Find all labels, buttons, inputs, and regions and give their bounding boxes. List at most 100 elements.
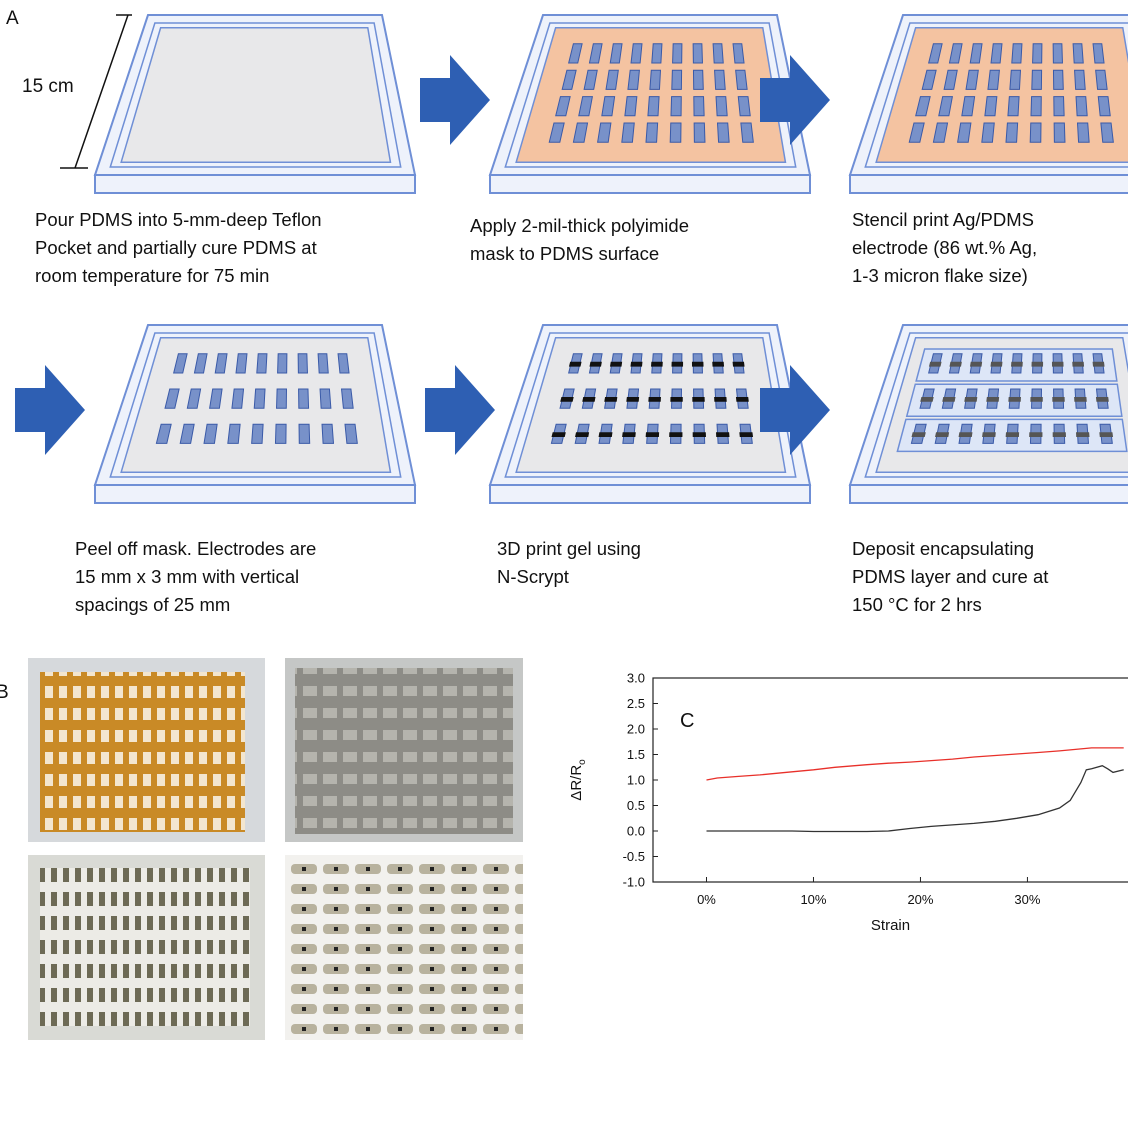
- step-caption: room temperature for 75 min: [35, 265, 269, 286]
- tray: [850, 15, 1128, 193]
- tray-side: [490, 175, 810, 193]
- y-tick-label: 1.0: [627, 773, 645, 788]
- gel: [736, 397, 749, 402]
- electrode: [673, 44, 682, 63]
- x-axis-label: Strain: [871, 917, 910, 934]
- gel: [935, 432, 949, 437]
- y-axis-label: ΔR/Ro: [568, 759, 588, 801]
- gel: [1093, 362, 1105, 367]
- tray-side: [850, 175, 1128, 193]
- electrode: [1054, 123, 1065, 142]
- gel: [589, 362, 601, 367]
- gel: [560, 397, 573, 402]
- electrode: [1030, 123, 1041, 142]
- step-caption: N-Scrypt: [497, 566, 569, 587]
- gel: [669, 432, 682, 437]
- electrode: [320, 389, 331, 408]
- electrode: [254, 389, 265, 408]
- gel: [1072, 362, 1084, 367]
- gel: [1096, 397, 1109, 402]
- electrode: [985, 97, 997, 116]
- gel: [929, 362, 942, 367]
- electrode: [1098, 97, 1110, 116]
- step-caption: Pocket and partially cure PDMS at: [35, 237, 317, 258]
- electrode: [693, 44, 702, 63]
- electrode: [298, 354, 307, 373]
- electrode: [277, 389, 287, 408]
- electrode: [631, 44, 642, 63]
- series-line: [707, 748, 1124, 780]
- electrode: [713, 44, 723, 63]
- gel: [733, 362, 745, 367]
- figure: A 15 cm Pour PDMS into 5-mm-deep TeflonP…: [0, 0, 1128, 1138]
- step-caption: 1-3 micron flake size): [852, 265, 1028, 286]
- electrode: [988, 70, 999, 89]
- gel: [949, 362, 961, 367]
- step-caption: 15 mm x 3 mm with vertical: [75, 566, 299, 587]
- gel: [1011, 362, 1023, 367]
- step-caption: PDMS layer and cure at: [852, 566, 1048, 587]
- electrode: [670, 123, 681, 142]
- gel: [626, 397, 639, 402]
- gel: [1029, 432, 1042, 437]
- gel: [920, 397, 933, 402]
- gel: [552, 432, 566, 437]
- electrode: [1033, 44, 1042, 63]
- gel: [1076, 432, 1089, 437]
- gel: [693, 432, 706, 437]
- electrode: [1076, 97, 1087, 116]
- electrode: [1053, 70, 1063, 89]
- panel-label: B: [0, 682, 9, 703]
- electrode: [693, 70, 703, 89]
- gel: [670, 397, 682, 402]
- gel: [1052, 397, 1064, 402]
- electrode: [991, 44, 1002, 63]
- gel: [569, 362, 582, 367]
- gel: [912, 432, 926, 437]
- y-tick-label: 1.5: [627, 747, 645, 762]
- gel: [622, 432, 636, 437]
- electrode: [345, 424, 357, 443]
- gel: [1053, 432, 1066, 437]
- electrode: [694, 97, 704, 116]
- gel: [986, 397, 999, 402]
- pdms: [121, 28, 390, 162]
- tray-side: [490, 485, 810, 503]
- electrode: [275, 424, 286, 443]
- x-tick-label: 10%: [800, 892, 826, 907]
- gel: [716, 432, 729, 437]
- gel: [1006, 432, 1019, 437]
- x-tick-label: 20%: [907, 892, 933, 907]
- electrode: [1032, 70, 1042, 89]
- electrode: [1075, 70, 1086, 89]
- panel-label: C: [680, 710, 694, 732]
- electrode: [252, 424, 263, 443]
- step-caption: 150 °C for 2 hrs: [852, 594, 982, 615]
- gel: [1008, 397, 1021, 402]
- gel: [610, 362, 622, 367]
- electrode: [650, 70, 661, 89]
- electrode: [236, 354, 247, 373]
- gel: [599, 432, 613, 437]
- gel: [714, 397, 727, 402]
- electrode: [741, 123, 753, 142]
- step-caption: mask to PDMS surface: [470, 243, 659, 264]
- photos: [28, 658, 523, 1040]
- y-tick-label: -1.0: [623, 875, 645, 890]
- tray-side: [95, 485, 415, 503]
- gel: [651, 362, 663, 367]
- electrode: [338, 354, 349, 373]
- electrode: [1010, 70, 1021, 89]
- y-tick-label: 2.5: [627, 696, 645, 711]
- electrode: [628, 70, 639, 89]
- step-caption: Deposit encapsulating: [852, 538, 1034, 559]
- gel: [1052, 362, 1064, 367]
- electrode: [1008, 97, 1019, 116]
- electrode: [1073, 44, 1083, 63]
- tray-side: [850, 485, 1128, 503]
- electrode: [625, 97, 637, 116]
- gel: [1074, 397, 1087, 402]
- step-caption: Stencil print Ag/PDMS: [852, 209, 1034, 230]
- electrode: [1031, 97, 1041, 116]
- electrode: [1096, 70, 1107, 89]
